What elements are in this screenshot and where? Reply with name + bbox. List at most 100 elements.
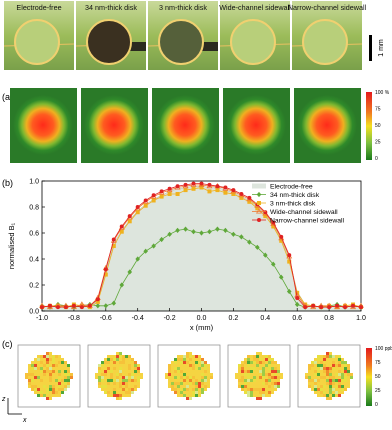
map-pixel bbox=[70, 376, 73, 379]
map-pixel bbox=[192, 364, 195, 367]
map-pixel bbox=[329, 364, 332, 367]
map-pixel bbox=[168, 382, 171, 385]
map-pixel bbox=[116, 394, 119, 397]
map-pixel bbox=[25, 376, 28, 379]
legend-swatch bbox=[252, 183, 266, 189]
legend-marker bbox=[257, 218, 261, 222]
map-pixel bbox=[64, 388, 67, 391]
map-pixel bbox=[58, 382, 61, 385]
map-pixel bbox=[180, 355, 183, 358]
map-pixel bbox=[46, 391, 49, 394]
marker bbox=[191, 229, 196, 235]
map-pixel bbox=[277, 370, 280, 373]
map-pixel bbox=[125, 370, 128, 373]
map-pixel bbox=[308, 379, 311, 382]
map-pixel bbox=[125, 358, 128, 361]
disk bbox=[158, 19, 204, 65]
map-pixel bbox=[174, 382, 177, 385]
map-pixel bbox=[186, 394, 189, 397]
map-pixel bbox=[265, 385, 268, 388]
map-pixel bbox=[341, 367, 344, 370]
map-pixel bbox=[165, 376, 168, 379]
map-pixel bbox=[64, 370, 67, 373]
map-pixel bbox=[189, 367, 192, 370]
map-pixel bbox=[104, 373, 107, 376]
map-pixel bbox=[323, 373, 326, 376]
map-pixel bbox=[168, 385, 171, 388]
map-pixel bbox=[311, 361, 314, 364]
map-pixel bbox=[335, 364, 338, 367]
map-pixel bbox=[338, 361, 341, 364]
map-pixel bbox=[250, 364, 253, 367]
marker bbox=[143, 198, 148, 203]
map-pixel bbox=[329, 367, 332, 370]
marker bbox=[111, 300, 117, 306]
map-pixel bbox=[49, 355, 52, 358]
map-pixel bbox=[183, 394, 186, 397]
map-pixel bbox=[116, 352, 119, 355]
map-pixel bbox=[274, 373, 277, 376]
map-row: (c) 100 ppb 75 50 25 0 z x bbox=[1, 339, 392, 424]
map-pixel bbox=[341, 373, 344, 376]
map-pixel bbox=[107, 361, 110, 364]
map-pixel bbox=[25, 373, 28, 376]
map-pixel bbox=[171, 361, 174, 364]
map-pixel bbox=[341, 364, 344, 367]
map-pixel bbox=[174, 364, 177, 367]
map-pixel bbox=[195, 391, 198, 394]
map-pixel bbox=[64, 382, 67, 385]
map-pixel bbox=[207, 370, 210, 373]
map-pixel bbox=[119, 376, 122, 379]
map-pixel bbox=[268, 364, 271, 367]
map-pixel bbox=[320, 388, 323, 391]
marker bbox=[151, 198, 156, 203]
marker bbox=[40, 305, 44, 310]
map-pixel bbox=[253, 370, 256, 373]
marker bbox=[319, 305, 324, 310]
map-pixel bbox=[110, 364, 113, 367]
map-pixel bbox=[344, 382, 347, 385]
map-pixel bbox=[326, 364, 329, 367]
map-pixel bbox=[329, 388, 332, 391]
marker bbox=[87, 303, 92, 308]
marker bbox=[223, 227, 228, 233]
colorbar-label: 50 bbox=[375, 123, 381, 129]
map-pixel bbox=[195, 361, 198, 364]
map-pixel bbox=[43, 391, 46, 394]
map-pixel bbox=[332, 364, 335, 367]
map-pixel bbox=[28, 373, 31, 376]
map-pixel bbox=[314, 379, 317, 382]
map-pixel bbox=[58, 379, 61, 382]
map-pixel bbox=[259, 382, 262, 385]
map-pixel bbox=[55, 373, 58, 376]
map-pixel bbox=[323, 385, 326, 388]
map-pixel bbox=[55, 358, 58, 361]
map-pixel bbox=[338, 379, 341, 382]
map-pixel bbox=[311, 373, 314, 376]
map-pixel bbox=[122, 364, 125, 367]
map-pixel bbox=[253, 379, 256, 382]
map-pixel bbox=[341, 379, 344, 382]
map-pixel bbox=[37, 367, 40, 370]
map-pixel bbox=[128, 385, 131, 388]
map-pixel bbox=[210, 376, 213, 379]
map-pixel bbox=[37, 361, 40, 364]
map-pixel bbox=[98, 364, 101, 367]
map-pixel bbox=[192, 382, 195, 385]
map-pixel bbox=[341, 385, 344, 388]
map-pixel bbox=[241, 376, 244, 379]
x-tick-label: 0.8 bbox=[324, 315, 334, 322]
map-pixel bbox=[58, 388, 61, 391]
marker bbox=[207, 189, 212, 194]
marker bbox=[311, 303, 316, 308]
map-pixel bbox=[253, 364, 256, 367]
map-pixel bbox=[192, 376, 195, 379]
map-pixel bbox=[332, 373, 335, 376]
map-pixel bbox=[192, 373, 195, 376]
map-pixel bbox=[67, 376, 70, 379]
map-pixel bbox=[171, 382, 174, 385]
marker bbox=[103, 303, 109, 309]
marker bbox=[359, 305, 363, 310]
map-pixel bbox=[238, 385, 241, 388]
map-pixel bbox=[113, 355, 116, 358]
